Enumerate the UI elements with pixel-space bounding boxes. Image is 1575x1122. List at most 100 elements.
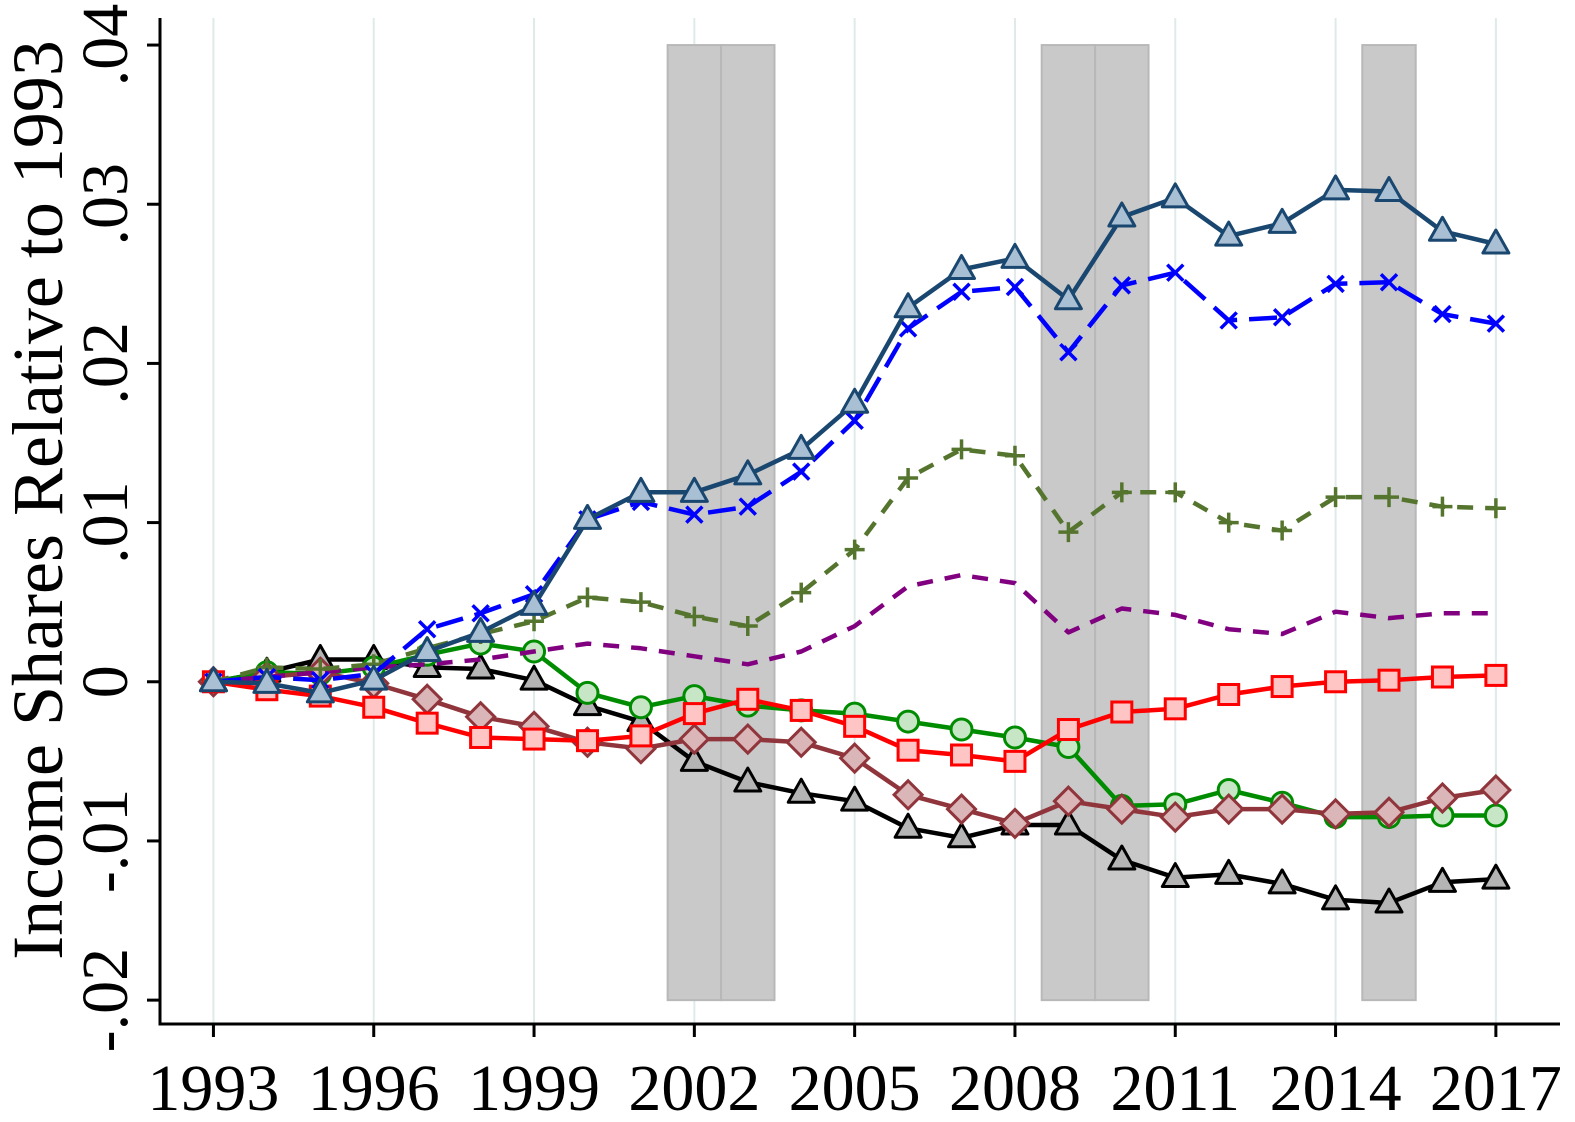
- series-4-point-2005: [843, 714, 867, 738]
- x-tick-label: 1996: [308, 1052, 440, 1122]
- series-7-point-2004: [791, 462, 811, 481]
- series-1-point-2011: [1160, 862, 1190, 889]
- series-8-point-2013: [1267, 207, 1297, 234]
- series-6-point-2007: [951, 439, 972, 460]
- series-1-point-2003: [733, 766, 763, 793]
- series-8-point-2012: [1214, 220, 1244, 247]
- x-tick-label: 2008: [949, 1052, 1081, 1122]
- series-7-point-1997: [417, 620, 437, 639]
- series-4-point-2014: [1324, 670, 1348, 694]
- series-8: [198, 174, 1511, 704]
- shaded-period-band: [720, 44, 776, 1002]
- series-1-point-1998: [466, 653, 496, 680]
- series-7-point-2017: [1486, 314, 1506, 333]
- series-6-point-2012: [1218, 512, 1239, 533]
- series-8-point-2017: [1481, 228, 1511, 255]
- series-4-point-2006: [896, 738, 920, 762]
- series-3-point-2009: [1052, 785, 1085, 818]
- series-8-point-2005: [840, 387, 870, 414]
- series-8-point-1995: [305, 677, 335, 704]
- series-3-point-2007: [945, 792, 978, 826]
- series-4-point-2001: [629, 724, 653, 748]
- series-8-point-2015: [1374, 176, 1404, 203]
- axes: [147, 18, 1560, 1037]
- series-3-point-2010: [1105, 792, 1138, 826]
- series-8-point-2006: [893, 292, 923, 319]
- series-3-point-2017: [1479, 773, 1512, 807]
- series-8-point-2000: [572, 503, 602, 530]
- series-1-point-2013: [1267, 868, 1297, 895]
- series-7-point-2011: [1166, 263, 1185, 282]
- series-6-point-2006: [898, 468, 919, 489]
- series-6-point-2013: [1272, 520, 1293, 541]
- series-4-point-2011: [1163, 697, 1187, 721]
- series-1-point-2005: [840, 785, 870, 812]
- series-6-point-2004: [791, 582, 812, 603]
- x-tick-label: 2005: [789, 1052, 921, 1122]
- series-6-point-2002: [684, 606, 705, 627]
- series-4-point-2002: [682, 702, 706, 726]
- series-6-point-2010: [1111, 482, 1132, 503]
- series-3-point-2013: [1266, 792, 1299, 826]
- series-7-point-2003: [738, 497, 758, 516]
- series-4-point-1996: [362, 695, 386, 719]
- series-3-point-2016: [1426, 781, 1459, 815]
- x-tick-label: 2002: [628, 1052, 760, 1122]
- series-6-point-2009: [1058, 522, 1079, 543]
- series-6-point-2001: [630, 592, 651, 613]
- y-tick-label: .03: [69, 163, 142, 246]
- series-8-point-2003: [733, 459, 763, 486]
- series-2-point-2007: [949, 717, 974, 742]
- series-8-point-2004: [786, 433, 816, 460]
- series-8-point-1996: [359, 664, 389, 691]
- series-4-point-2013: [1270, 675, 1294, 699]
- series-8-point-2001: [626, 476, 656, 503]
- y-tick-label: -.01: [69, 789, 142, 893]
- series-2-point-2000: [575, 680, 600, 705]
- series-6-point-2017: [1485, 498, 1506, 519]
- series-1-point-2004: [786, 777, 816, 804]
- x-tick-label: 1999: [468, 1052, 600, 1122]
- shaded-periods: [666, 44, 1417, 1002]
- tick-labels: -.02 -.01 0 .01 .02 .03 .04 1993 1996 1999 2002 200…: [69, 4, 1562, 1122]
- x-tick-label: 1993: [147, 1052, 279, 1122]
- series-4-point-2017: [1484, 663, 1508, 687]
- series-3-point-2015: [1372, 796, 1406, 829]
- y-tick-label: 0: [69, 665, 142, 698]
- series-8-point-2009: [1053, 284, 1083, 311]
- series-6-point-2000: [577, 587, 598, 608]
- series-3-point-2004: [785, 726, 818, 759]
- series-6-point-2005: [844, 539, 865, 560]
- series-1-point-1999: [519, 664, 549, 691]
- series-6-point-2016: [1432, 496, 1453, 517]
- y-tick-label: -.02: [69, 948, 142, 1052]
- y-tick-label: .04: [69, 4, 142, 87]
- series-1-point-2016: [1427, 866, 1457, 893]
- series-8-point-1999: [519, 589, 549, 616]
- series-7-point-2009: [1059, 343, 1078, 362]
- series-1-point-2017: [1481, 863, 1511, 890]
- series-3-point-2008: [998, 807, 1032, 840]
- series-2-point-2008: [1002, 725, 1027, 750]
- series-3-point-2005: [838, 742, 871, 775]
- series-3-point-2012: [1212, 792, 1245, 826]
- series-4-point-2008: [1003, 749, 1027, 773]
- series-4-point-2000: [575, 729, 599, 753]
- series-6-point-2014: [1325, 487, 1346, 508]
- series-5-line: [213, 572, 1496, 685]
- series-8-point-1997: [412, 636, 442, 663]
- series-6-point-1995: [310, 659, 331, 680]
- series-layer: [197, 174, 1512, 914]
- series-4-point-1999: [522, 727, 546, 751]
- series-7-point-1998: [471, 604, 490, 623]
- series-1-point-2014: [1321, 884, 1351, 911]
- series-3-point-2003: [731, 722, 764, 756]
- series-6-point-2003: [737, 616, 758, 637]
- series-4-point-2004: [789, 698, 813, 722]
- series-2-point-2001: [628, 695, 653, 720]
- series-3-point-2011: [1159, 800, 1192, 834]
- series-8-point-1994: [252, 667, 282, 694]
- series-7-point-2008: [1005, 277, 1025, 297]
- series-4-point-1998: [469, 725, 493, 749]
